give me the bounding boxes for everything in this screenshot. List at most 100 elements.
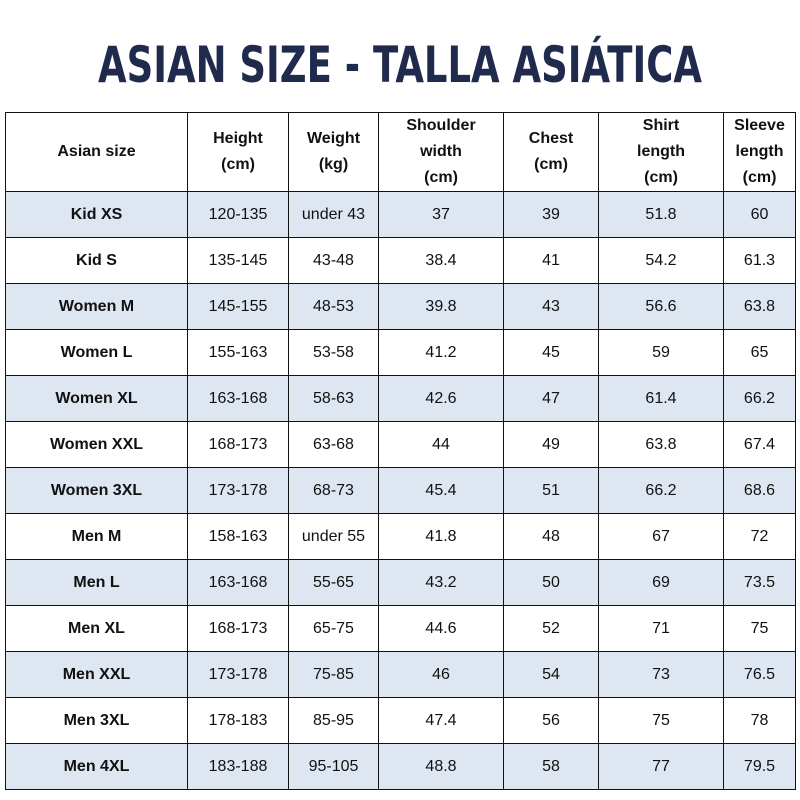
- size-label: Women XL: [5, 375, 188, 422]
- table-cell: 73.5: [723, 559, 796, 606]
- table-cell: 158-163: [187, 513, 289, 560]
- table-cell: 44.6: [378, 605, 504, 652]
- header-text: (cm): [742, 169, 777, 186]
- header-cell: Asian size: [5, 112, 188, 192]
- header-text: length: [637, 143, 685, 160]
- size-label: Women M: [5, 283, 188, 330]
- table-cell: 63.8: [723, 283, 796, 330]
- header-text: (cm): [644, 169, 678, 186]
- header-row: Asian size Height (cm) Weight (kg) Shoulder wi…: [5, 112, 796, 192]
- table-cell: 54: [503, 651, 599, 698]
- header-cell: Sleeve length (cm): [723, 112, 796, 192]
- table-cell: 63.8: [598, 421, 724, 468]
- table-cell: 75: [598, 697, 724, 744]
- table-cell: 72: [723, 513, 796, 560]
- table-cell: 78: [723, 697, 796, 744]
- header-text: (cm): [534, 156, 568, 173]
- table-cell: 71: [598, 605, 724, 652]
- table-cell: 45: [503, 329, 599, 376]
- table-cell: 53-58: [288, 329, 379, 376]
- header-text: Chest: [528, 130, 574, 147]
- header-cell: Weight (kg): [288, 112, 379, 192]
- table-row: Women XXL 168-173 63-68 44 49 63.8 67.4: [5, 421, 796, 468]
- table-cell: 54.2: [598, 237, 724, 284]
- table-cell: 41.2: [378, 329, 504, 376]
- table-row: Men 4XL 183-188 95-105 48.8 58 77 79.5: [5, 743, 796, 790]
- size-label: Men XXL: [5, 651, 188, 698]
- table-cell: 68.6: [723, 467, 796, 514]
- table-cell: 168-173: [187, 605, 289, 652]
- table-row: Men XXL 173-178 75-85 46 54 73 76.5: [5, 651, 796, 698]
- table-cell: 66.2: [723, 375, 796, 422]
- table-cell: 49: [503, 421, 599, 468]
- table-cell: 77: [598, 743, 724, 790]
- table-cell: 76.5: [723, 651, 796, 698]
- title-area: ASIAN SIZE - TALLA ASIÁTICA: [98, 35, 702, 94]
- table-cell: 79.5: [723, 743, 796, 790]
- header-text: Sleeve: [734, 117, 785, 134]
- table-cell: 41.8: [378, 513, 504, 560]
- table-cell: 75: [723, 605, 796, 652]
- table-cell: 56.6: [598, 283, 724, 330]
- table-cell: 65: [723, 329, 796, 376]
- header-text: (cm): [221, 156, 255, 173]
- table-row: Kid XS 120-135 under 43 37 39 51.8 60: [5, 191, 796, 238]
- size-label: Kid S: [5, 237, 188, 284]
- size-label: Men M: [5, 513, 188, 560]
- table-cell: 47.4: [378, 697, 504, 744]
- table-cell: 52: [503, 605, 599, 652]
- table-cell: 69: [598, 559, 724, 606]
- table-cell: 95-105: [288, 743, 379, 790]
- table-cell: 73: [598, 651, 724, 698]
- size-table: Asian size Height (cm) Weight (kg) Shoulder wi…: [5, 112, 796, 790]
- table-cell: 85-95: [288, 697, 379, 744]
- table-cell: 44: [378, 421, 504, 468]
- size-label: Men 3XL: [5, 697, 188, 744]
- header-text: length: [735, 143, 784, 160]
- header-text: (kg): [318, 156, 349, 173]
- header-cell: Chest (cm): [503, 112, 599, 192]
- table-cell: 173-178: [187, 651, 289, 698]
- table-row: Women L 155-163 53-58 41.2 45 59 65: [5, 329, 796, 376]
- header-text: width: [420, 143, 462, 160]
- table-cell: 45.4: [378, 467, 504, 514]
- table-cell: 155-163: [187, 329, 289, 376]
- table-cell: 61.3: [723, 237, 796, 284]
- table-row: Men XL 168-173 65-75 44.6 52 71 75: [5, 605, 796, 652]
- table-cell: 37: [378, 191, 504, 238]
- table-cell: 67: [598, 513, 724, 560]
- table-cell: 42.6: [378, 375, 504, 422]
- table-cell: 145-155: [187, 283, 289, 330]
- header-cell: Shirt length (cm): [598, 112, 724, 192]
- table-cell: 168-173: [187, 421, 289, 468]
- size-label: Women XXL: [5, 421, 188, 468]
- size-label: Women L: [5, 329, 188, 376]
- table-cell: 65-75: [288, 605, 379, 652]
- table-cell: under 43: [288, 191, 379, 238]
- table-cell: 58: [503, 743, 599, 790]
- header-text: Asian size: [57, 143, 136, 160]
- table-row: Men 3XL 178-183 85-95 47.4 56 75 78: [5, 697, 796, 744]
- table-cell: 183-188: [187, 743, 289, 790]
- table-cell: under 55: [288, 513, 379, 560]
- table-cell: 68-73: [288, 467, 379, 514]
- table-cell: 67.4: [723, 421, 796, 468]
- table-cell: 38.4: [378, 237, 504, 284]
- table-row: Men M 158-163 under 55 41.8 48 67 72: [5, 513, 796, 560]
- table-cell: 135-145: [187, 237, 289, 284]
- table-cell: 43: [503, 283, 599, 330]
- page-title: ASIAN SIZE - TALLA ASIÁTICA: [98, 35, 702, 94]
- table-cell: 75-85: [288, 651, 379, 698]
- table-cell: 39: [503, 191, 599, 238]
- table-cell: 120-135: [187, 191, 289, 238]
- size-label: Men 4XL: [5, 743, 188, 790]
- table-cell: 39.8: [378, 283, 504, 330]
- size-label: Men XL: [5, 605, 188, 652]
- table-cell: 43.2: [378, 559, 504, 606]
- table-cell: 51: [503, 467, 599, 514]
- table-cell: 48: [503, 513, 599, 560]
- table-cell: 56: [503, 697, 599, 744]
- header-text: (cm): [424, 169, 458, 186]
- table-row: Women XL 163-168 58-63 42.6 47 61.4 66.2: [5, 375, 796, 422]
- header-cell: Shoulder width (cm): [378, 112, 504, 192]
